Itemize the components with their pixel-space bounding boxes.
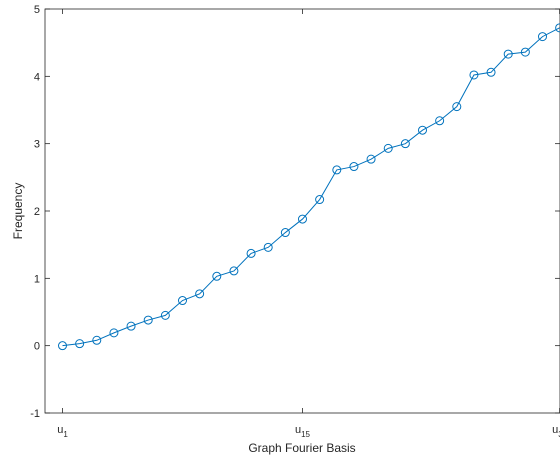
data-point (75, 339, 85, 349)
data-point (212, 271, 222, 281)
x-tick-label: u1 (57, 424, 68, 439)
data-point (195, 289, 205, 299)
data-point (383, 143, 393, 153)
y-tick-label: 2 (34, 206, 40, 218)
data-point (418, 125, 427, 135)
data-point (58, 341, 67, 351)
x-tick-label: u15 (295, 424, 311, 439)
data-point (229, 266, 239, 276)
data-point (263, 242, 273, 252)
data-point (520, 47, 530, 57)
data-point (143, 315, 153, 325)
y-axis-label: Frequency (11, 183, 25, 240)
data-point (92, 335, 102, 345)
data-point (486, 67, 496, 77)
y-tick-label: 4 (34, 71, 40, 83)
y-tick-label: 0 (34, 341, 40, 353)
data-point (538, 32, 547, 42)
data-point (332, 165, 342, 175)
data-point (246, 248, 256, 258)
data-point (160, 310, 170, 320)
data-point (435, 116, 445, 126)
data-point (298, 214, 307, 224)
data-point (400, 139, 410, 149)
data-point (315, 195, 325, 205)
data-point (280, 228, 290, 238)
y-tick-label: 1 (34, 273, 40, 285)
series-line (58, 23, 560, 351)
series-path (62, 27, 560, 347)
data-point (349, 162, 359, 172)
data-point (366, 154, 376, 164)
data-point (503, 49, 513, 59)
y-axis: -1 0 1 2 3 4 5 (30, 4, 560, 420)
y-tick-label: 3 (34, 139, 40, 151)
y-tick-label: 5 (34, 4, 40, 16)
data-point (109, 328, 119, 338)
plot-area (44, 8, 560, 414)
data-point (469, 70, 479, 80)
data-point (178, 296, 187, 306)
data-point (126, 321, 136, 331)
data-point (452, 102, 462, 112)
y-tick-label: -1 (30, 408, 40, 420)
x-axis-label: Graph Fourier Basis (248, 441, 355, 455)
x-tick-label: u30 (552, 424, 560, 439)
